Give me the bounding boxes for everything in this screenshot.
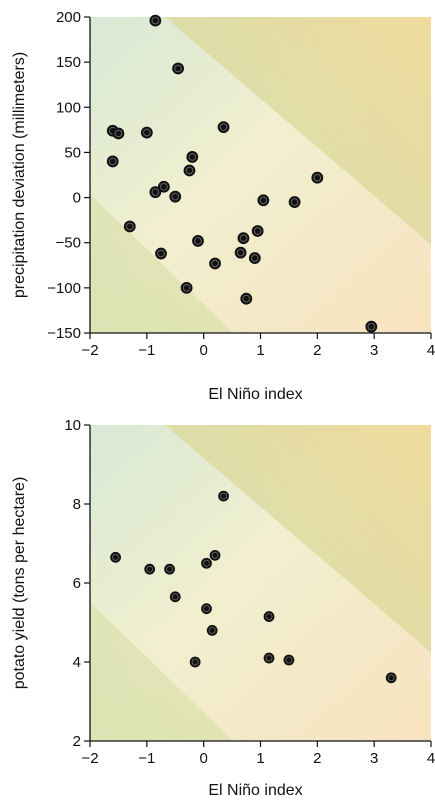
chart-2: −2 −1 0 1 2 3 4 2 4 6 8 10 El Niño index potato yield… [11,417,435,799]
chart-1: −2 −1 0 1 2 3 4 −150 −100 −50 0 50 100 150 200 El Niño … [11,9,435,403]
scatter-point [172,62,184,75]
scatter-point [240,292,253,305]
scatter-point [237,232,250,245]
scatter-point [385,672,397,684]
x-tick-label: −1 [138,342,155,359]
scatter-point [155,247,167,260]
x-tick-label: 3 [370,342,378,359]
x-tick-label: 0 [199,342,207,359]
y-tick-label: 200 [56,9,81,26]
scatter-point [169,591,181,603]
y-tick-label: 150 [56,54,81,71]
plot-background [90,425,431,741]
scatter-point [248,252,261,264]
scatter-point [189,656,201,668]
x-tick-label: 2 [313,342,321,359]
scatter-point [140,126,153,139]
scatter-point [257,194,270,207]
scatter-point [209,257,221,270]
x-axis-label: El Niño index [208,782,302,799]
background-band-top-right [165,425,431,653]
y-tick-label: 100 [56,99,81,116]
x-tick-label: 0 [199,750,207,767]
scatter-point [157,180,170,193]
scatter-point [183,164,196,177]
scatter-point [283,654,295,666]
x-tick-label: 1 [256,750,264,767]
background-band-bottom-left [90,193,234,333]
y-tick-label: −150 [47,325,81,342]
y-tick-label: 4 [73,654,81,671]
scatter-point [263,652,275,664]
scatter-point [112,127,125,140]
y-axis-label: precipitation deviation (millimeters) [11,52,28,298]
x-tick-label: −2 [81,342,98,359]
axes: −2 −1 0 1 2 3 4 −150 −100 −50 0 50 100 150 200 [47,9,435,359]
data-points [106,14,378,333]
axes: −2 −1 0 1 2 3 4 2 4 6 8 10 [64,417,435,767]
scatter-point [206,625,218,636]
background-band-top-right [165,17,431,245]
data-points [110,490,397,684]
y-tick-label: 8 [73,496,81,513]
y-axis-label: potato yield (tons per hectare) [11,477,28,690]
x-tick-label: 2 [313,750,321,767]
scatter-point [110,551,121,563]
x-tick-label: 1 [256,342,264,359]
scatter-point [209,549,221,561]
background-band-bottom-left [90,601,234,741]
scatter-point [123,220,136,233]
y-tick-label: 50 [64,144,81,161]
scatter-point [251,225,264,237]
y-tick-label: 0 [73,190,81,207]
x-axis-label: El Niño index [208,386,302,403]
x-tick-label: −1 [138,750,155,767]
x-tick-label: −2 [81,750,98,767]
x-tick-label: 4 [427,750,435,767]
scatter-point [164,563,175,575]
scatter-point [149,186,162,199]
scatter-point [201,557,212,569]
scatter-point [144,563,156,575]
y-tick-label: 2 [73,733,81,750]
scatter-point [180,281,193,294]
y-tick-label: 10 [64,417,81,434]
scatter-point [201,603,212,615]
plot-background [90,17,431,333]
y-tick-label: −100 [47,280,81,297]
scatter-point [169,190,182,203]
scatter-point [192,235,204,247]
x-tick-label: 4 [427,342,435,359]
scatter-point [365,320,378,333]
scatter-point [186,151,199,163]
scatter-point [218,490,229,502]
scatter-point [288,196,301,208]
y-tick-label: 6 [73,575,81,592]
scatter-point [234,246,247,259]
scatter-point [263,611,275,622]
y-tick-label: −50 [56,235,81,252]
x-tick-label: 3 [370,750,378,767]
scatter-point [311,171,324,184]
scatter-point [106,155,119,168]
scatter-point [149,14,162,27]
scatter-point [217,121,230,134]
